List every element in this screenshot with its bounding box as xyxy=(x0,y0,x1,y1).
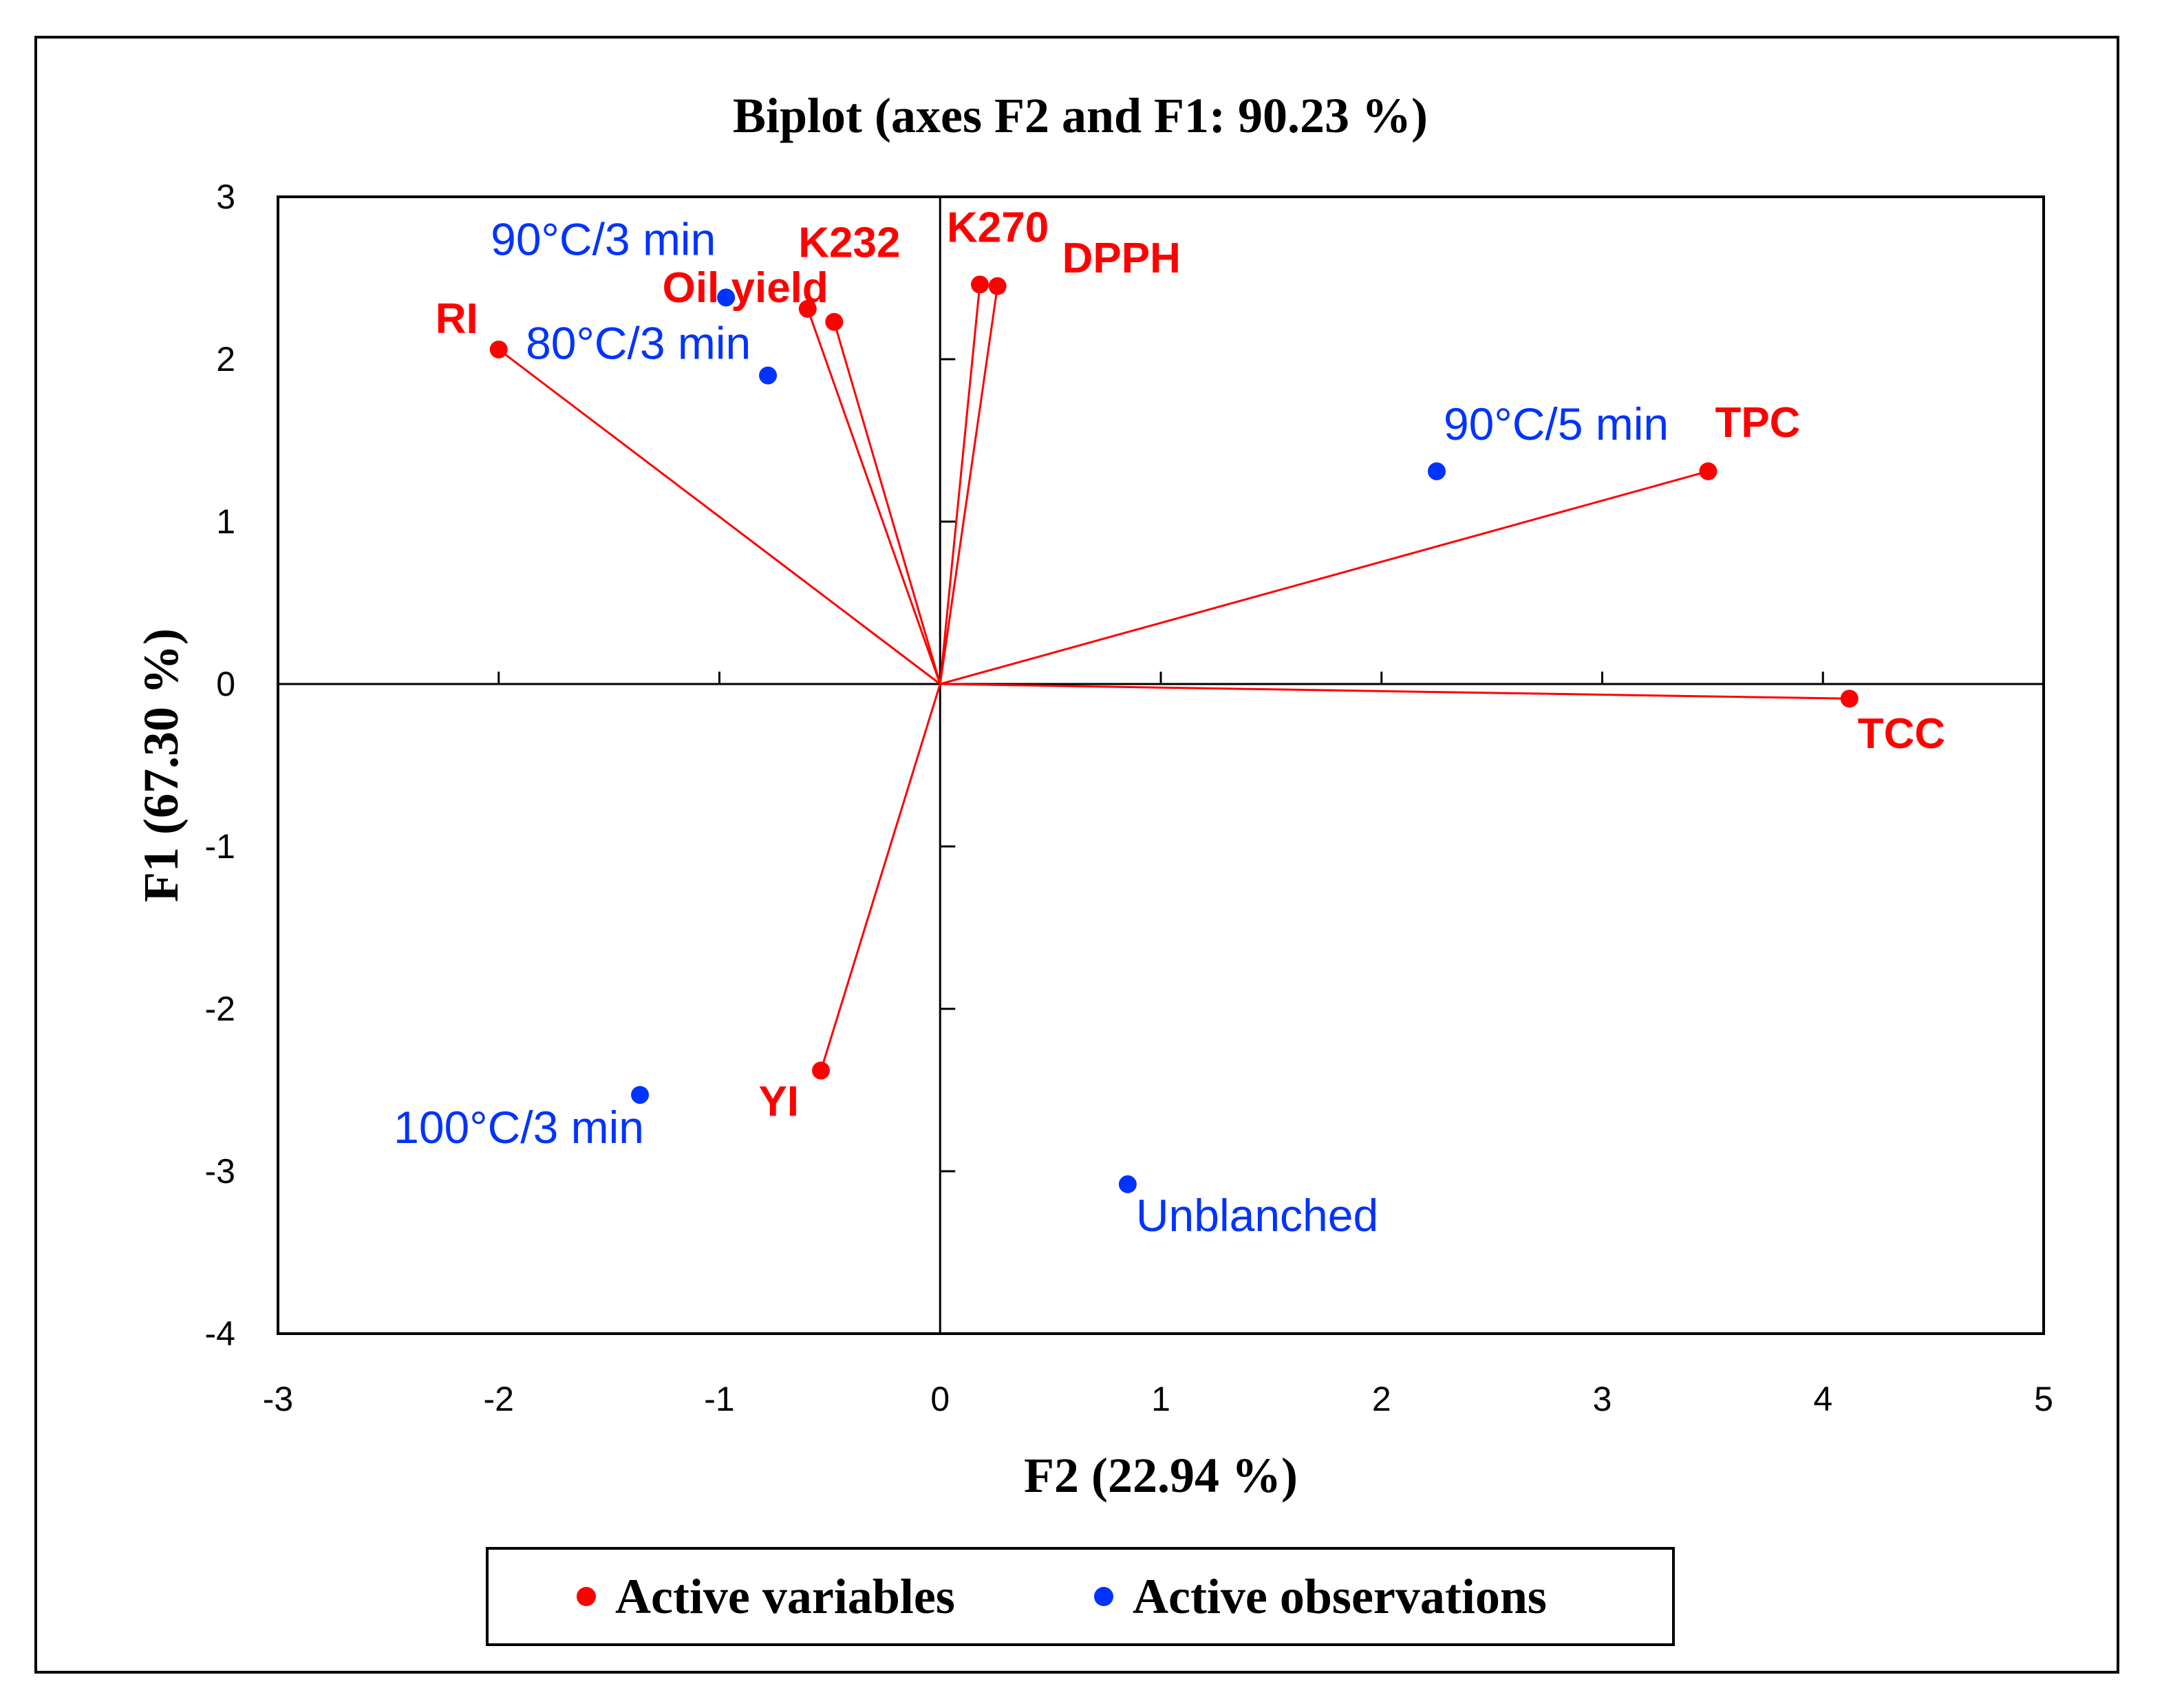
observation-point xyxy=(631,1086,650,1104)
observation-label: 100°C/3 min xyxy=(394,1102,644,1153)
y-tick-label: 3 xyxy=(216,178,235,216)
variable-point xyxy=(970,275,989,294)
observation-label: 80°C/3 min xyxy=(526,318,751,369)
variable-vector xyxy=(806,308,941,685)
x-axis-ticks: -3 -2 -1 0 1 2 3 4 5 xyxy=(263,672,2053,1418)
variable-label: YI xyxy=(758,1078,799,1126)
variable-vector xyxy=(833,321,941,685)
observation-label: 90°C/3 min xyxy=(491,213,716,264)
variable-label: RI xyxy=(436,295,478,343)
y-tick-label: 1 xyxy=(216,502,235,541)
observation-points: 90°C/3 min 80°C/3 min 90°C/5 min 100°C/3 mi… xyxy=(394,213,1669,1241)
variable-point xyxy=(812,1061,831,1080)
variable-point xyxy=(798,299,817,318)
observation-point xyxy=(717,288,736,307)
legend-observations-marker xyxy=(1094,1587,1113,1606)
variable-point xyxy=(489,340,508,359)
observation-label: Unblanched xyxy=(1136,1190,1378,1241)
variable-point xyxy=(1699,462,1717,480)
y-tick-label: -4 xyxy=(205,1314,235,1353)
variable-point xyxy=(825,312,844,331)
variable-label: DPPH xyxy=(1062,235,1181,282)
variable-label: K270 xyxy=(947,204,1049,251)
observation-point xyxy=(1427,462,1446,480)
variable-vector xyxy=(939,286,999,685)
chart-title: Biplot (axes F2 and F1: 90.23 %) xyxy=(733,88,1428,143)
x-tick-label: -2 xyxy=(484,1380,514,1418)
legend-variables-marker xyxy=(577,1587,596,1606)
variable-label: TCC xyxy=(1858,710,1945,758)
observation-point xyxy=(1118,1175,1137,1193)
x-tick-label: 4 xyxy=(1813,1380,1832,1418)
x-tick-label: -3 xyxy=(263,1380,293,1418)
variable-vector xyxy=(939,470,1709,685)
legend-observations-label: Active observations xyxy=(1133,1569,1547,1624)
plot-area xyxy=(277,195,2045,1335)
y-tick-label: 0 xyxy=(216,665,235,703)
x-axis-title: F2 (22.94 %) xyxy=(1024,1448,1298,1503)
y-axis-title: F1 (67.30 %) xyxy=(133,628,189,902)
y-tick-label: -1 xyxy=(205,827,235,866)
observation-label: 90°C/5 min xyxy=(1444,398,1669,449)
y-tick-label: 2 xyxy=(216,340,235,378)
x-tick-label: 0 xyxy=(930,1380,950,1418)
variable-label: TPC xyxy=(1715,399,1800,447)
variable-vector xyxy=(820,683,941,1071)
y-tick-label: -3 xyxy=(205,1152,235,1191)
figure-frame xyxy=(34,36,2119,1674)
x-tick-label: 5 xyxy=(2034,1380,2053,1418)
variable-vector xyxy=(497,348,941,685)
variable-vector xyxy=(939,284,981,685)
x-tick-label: -1 xyxy=(704,1380,734,1418)
variable-label: Oil yield xyxy=(663,264,828,312)
y-tick-label: -2 xyxy=(205,990,235,1028)
legend-box xyxy=(486,1547,1675,1646)
x-tick-label: 2 xyxy=(1372,1380,1391,1418)
variable-point xyxy=(1840,690,1859,708)
variable-label: K232 xyxy=(798,220,900,267)
observation-point xyxy=(759,366,778,385)
legend-variables-label: Active variables xyxy=(615,1569,955,1624)
variable-point xyxy=(988,277,1007,295)
x-tick-label: 3 xyxy=(1593,1380,1612,1418)
variable-vector xyxy=(940,683,1850,700)
x-tick-label: 1 xyxy=(1151,1380,1170,1418)
y-axis-ticks: -4 -3 -2 -1 0 1 2 3 xyxy=(205,178,956,1353)
